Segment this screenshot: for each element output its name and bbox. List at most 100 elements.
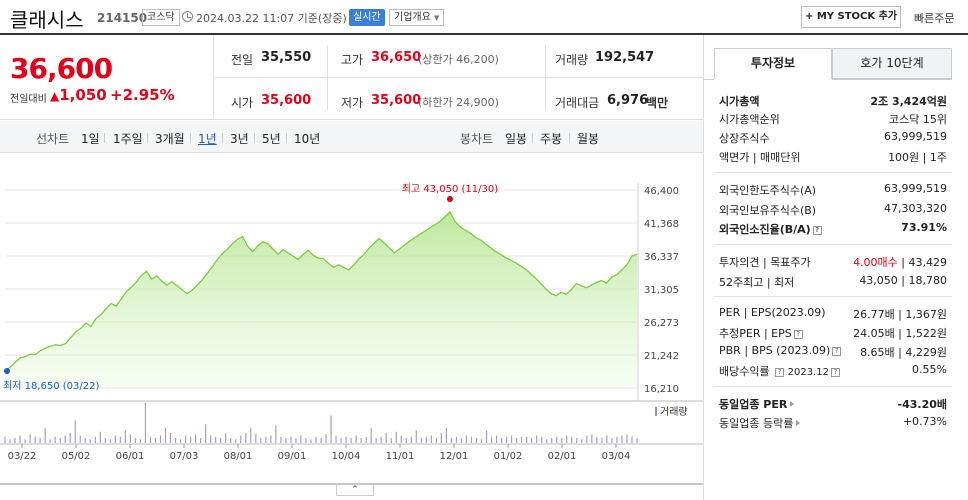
low-label: 저가	[341, 96, 364, 110]
x-tick-label: 02/01	[548, 451, 577, 462]
volume-bar	[395, 431, 397, 443]
volume-bar	[29, 434, 31, 443]
volume-bar	[174, 438, 177, 443]
volume-bar	[460, 438, 463, 443]
volume-bar	[200, 438, 202, 443]
volume-legend-swatch	[655, 407, 657, 416]
volume-bar	[114, 435, 116, 443]
help-icon[interactable]: ?	[775, 368, 785, 377]
company-info-dropdown[interactable]: 기업개요 ▼	[389, 9, 445, 26]
volume-bar	[526, 436, 528, 443]
foreign-ratio-value: 73.91%	[901, 221, 947, 234]
collapse-chart-button[interactable]: ⌃	[336, 484, 374, 496]
pbr-value: 8.65배 | 4,229원	[860, 346, 947, 359]
volume-bar	[631, 436, 633, 443]
x-tick-label: 01/02	[494, 451, 523, 462]
volume-bar	[305, 438, 307, 443]
est-per-row: 추정PER | EPS? 24.05배 | 1,522원	[719, 325, 947, 343]
period-1w[interactable]: 1주일	[113, 132, 143, 146]
foreign-ratio-row: 외국인소진율(B/A)? 73.91%	[719, 221, 947, 239]
volume-bar	[84, 438, 86, 443]
volume-bar	[616, 436, 618, 443]
volume-bar	[400, 435, 402, 443]
volume-bar	[164, 428, 167, 443]
shares-label: 상장주식수	[719, 132, 770, 145]
volume-bar	[380, 436, 382, 443]
volume-bar	[300, 435, 302, 443]
volume-bars	[4, 403, 638, 443]
foreign-limit-value: 63,999,519	[884, 182, 947, 195]
tab-investment-info[interactable]: 투자정보	[714, 48, 832, 79]
divider	[147, 133, 148, 143]
candle-chart-label: 봉차트	[460, 132, 494, 146]
volume-bar	[184, 435, 187, 443]
y-tick-label: 36,337	[644, 252, 679, 263]
candle-monthly[interactable]: 월봉	[577, 132, 600, 146]
min-annotation: 최저 18,650 (03/22)	[3, 380, 99, 392]
volume-bar	[500, 438, 503, 443]
max-point	[446, 195, 453, 202]
volume-bar	[310, 439, 312, 443]
est-per-value: 24.05배 | 1,522원	[853, 327, 947, 340]
x-tick-label: 12/01	[440, 451, 469, 462]
period-10y[interactable]: 10년	[294, 132, 321, 146]
volume-bar	[59, 438, 61, 443]
volume-bar	[410, 436, 412, 443]
volume-bar	[365, 436, 367, 443]
volume-bar	[576, 438, 578, 443]
volume-bar	[551, 438, 553, 443]
help-icon[interactable]: ?	[832, 347, 842, 356]
volume-bar	[225, 433, 227, 443]
sector-change-label: 동일업종 등락률	[719, 417, 794, 430]
volume-bar	[405, 438, 407, 443]
sector-change-row[interactable]: 동일업종 등락률 +0.73%	[719, 415, 947, 433]
x-tick-label: 03/22	[8, 451, 37, 462]
candle-weekly[interactable]: 주봉	[540, 132, 563, 146]
volume-bar	[345, 436, 347, 443]
timestamp: 2024.03.22 11:07 기준(장중)	[196, 12, 347, 25]
volume-bar	[370, 428, 372, 443]
dividend-label: 배당수익률	[719, 365, 770, 378]
sector-per-label-wrap: 동일업종 PER	[719, 396, 795, 412]
foreign-ratio-label-wrap: 외국인소진율(B/A)?	[719, 221, 822, 237]
quick-order-link[interactable]: 빠른주문	[914, 12, 955, 25]
x-tick-label: 03/04	[602, 451, 631, 462]
period-5y[interactable]: 5년	[262, 132, 281, 146]
volume-bar	[104, 438, 106, 443]
dividend-date: 2023.12	[787, 367, 829, 378]
candle-daily[interactable]: 일봉	[505, 132, 528, 146]
arrow-right-icon	[790, 401, 795, 407]
investment-info-panel	[703, 35, 968, 500]
volume-bar	[285, 438, 287, 443]
per-row: PER | EPS(2023.09) 26.77배 | 1,367원	[719, 306, 947, 324]
foreign-hold-row: 외국인보유주식수(B) 47,303,320	[719, 202, 947, 220]
volume-bar	[516, 438, 518, 443]
divider	[104, 133, 105, 143]
volume-bar	[611, 438, 613, 443]
help-icon[interactable]: ?	[812, 226, 822, 235]
volume-bar	[455, 436, 458, 443]
sector-per-row[interactable]: 동일업종 PER -43.20배	[719, 396, 947, 414]
volume-bar	[250, 428, 252, 443]
volume-bar	[556, 436, 558, 443]
realtime-badge[interactable]: 실시간	[349, 9, 385, 26]
volume-bar	[109, 439, 111, 443]
volume-bar	[275, 425, 277, 443]
market-cap-label: 시가총액	[719, 95, 760, 108]
volume-bar	[511, 435, 513, 443]
divider	[569, 133, 570, 143]
volume-bar	[335, 435, 337, 443]
period-1d[interactable]: 1일	[81, 132, 100, 146]
help-icon[interactable]: ?	[793, 330, 803, 339]
add-mystock-button[interactable]: + MY STOCK 추가	[801, 6, 901, 28]
opinion-label: 투자의견 | 목표주가	[719, 256, 811, 269]
x-tick-label: 11/01	[386, 451, 415, 462]
tab-quote-10[interactable]: 호가 10단계	[832, 48, 952, 79]
period-3m[interactable]: 3개월	[155, 132, 185, 146]
period-1y[interactable]: 1년	[198, 132, 217, 146]
week52-label: 52주최고 | 최저	[719, 276, 795, 289]
volume-bar	[546, 439, 548, 443]
period-3y[interactable]: 3년	[230, 132, 249, 146]
y-tick-label: 41,368	[644, 219, 679, 230]
help-icon[interactable]: ?	[830, 368, 840, 377]
